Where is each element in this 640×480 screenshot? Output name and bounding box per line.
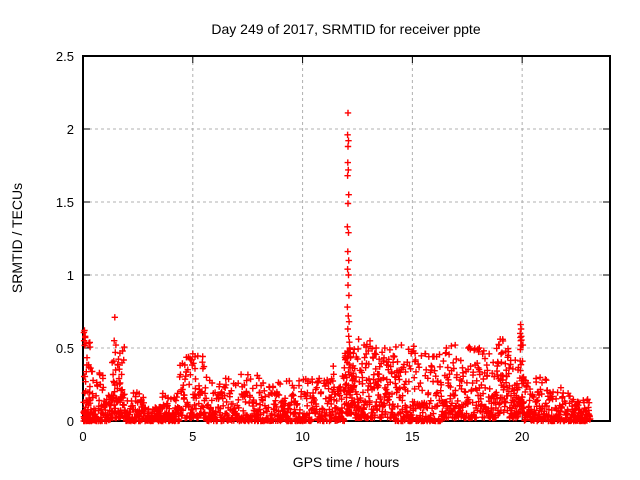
svg-text:15: 15 (405, 429, 419, 444)
svg-text:1: 1 (67, 268, 74, 283)
svg-text:2.5: 2.5 (56, 49, 74, 64)
svg-text:1.5: 1.5 (56, 195, 74, 210)
svg-text:0: 0 (79, 429, 86, 444)
svg-text:0: 0 (67, 414, 74, 429)
svg-text:0.5: 0.5 (56, 341, 74, 356)
chart-title: Day 249 of 2017, SRMTID for receiver ppt… (211, 21, 480, 37)
svg-text:10: 10 (295, 429, 309, 444)
scatter-points (80, 109, 594, 425)
svg-text:5: 5 (189, 429, 196, 444)
y-axis-label: SRMTID / TECUs (9, 183, 25, 293)
x-axis-label: GPS time / hours (293, 454, 400, 470)
svg-text:2: 2 (67, 122, 74, 137)
svg-text:20: 20 (515, 429, 529, 444)
grid-lines (83, 56, 610, 421)
axes (82, 55, 611, 422)
tick-labels: 0 5 10 15 20 0 0.5 1 1.5 2 2.5 (56, 49, 529, 444)
